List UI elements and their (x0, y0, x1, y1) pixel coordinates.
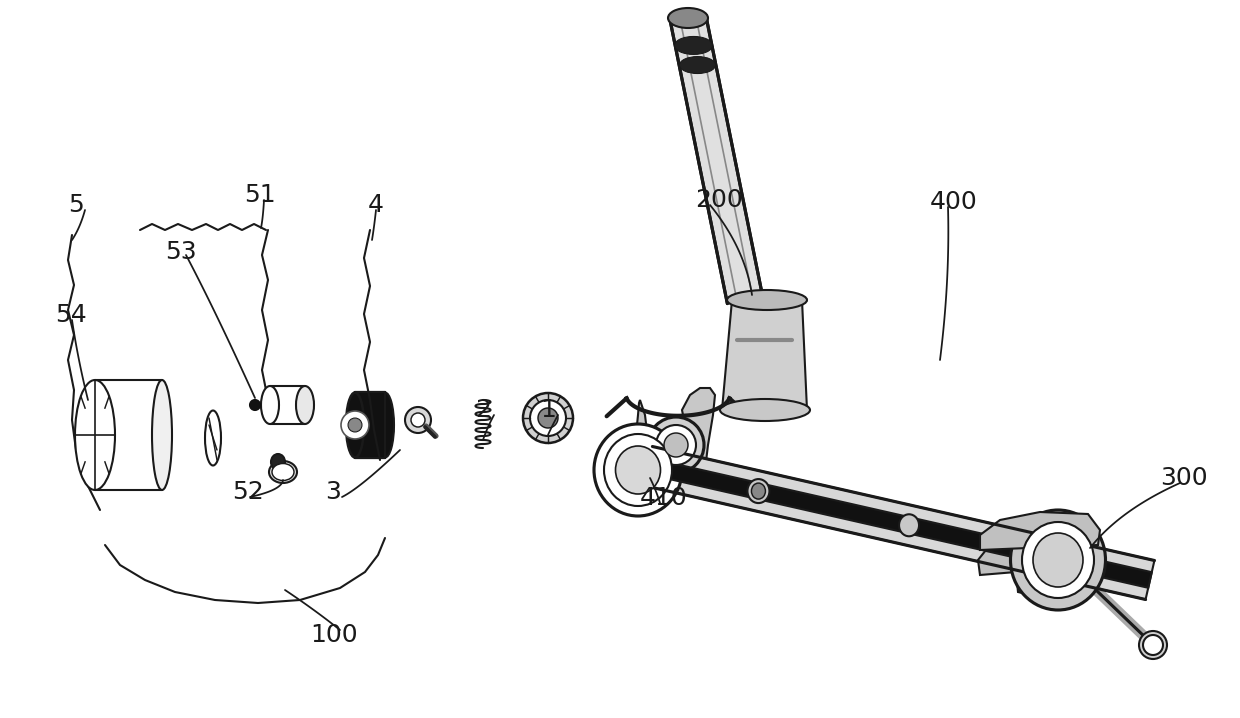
Polygon shape (644, 447, 1154, 600)
Ellipse shape (1022, 522, 1094, 598)
Text: 3: 3 (325, 480, 341, 504)
Ellipse shape (604, 434, 672, 506)
Circle shape (341, 411, 370, 439)
Text: 200: 200 (694, 188, 743, 212)
Text: 2: 2 (475, 398, 491, 422)
Polygon shape (722, 300, 807, 410)
Ellipse shape (205, 411, 221, 465)
Ellipse shape (899, 514, 919, 536)
Ellipse shape (675, 37, 713, 55)
Text: 400: 400 (930, 190, 978, 214)
Ellipse shape (269, 461, 298, 483)
Polygon shape (671, 14, 763, 304)
Ellipse shape (680, 57, 715, 73)
Text: 52: 52 (232, 480, 264, 504)
Circle shape (538, 408, 558, 428)
Text: 51: 51 (244, 183, 275, 207)
Circle shape (410, 413, 425, 427)
Text: 5: 5 (68, 193, 84, 217)
Ellipse shape (296, 386, 314, 424)
Ellipse shape (376, 393, 394, 457)
Ellipse shape (74, 380, 115, 490)
Polygon shape (978, 528, 1097, 598)
Text: 100: 100 (310, 623, 357, 647)
Ellipse shape (272, 464, 294, 480)
Ellipse shape (748, 479, 770, 503)
Text: 53: 53 (165, 240, 197, 264)
Ellipse shape (751, 483, 765, 499)
Ellipse shape (346, 393, 365, 457)
Circle shape (523, 393, 573, 443)
Circle shape (405, 407, 432, 433)
Ellipse shape (1033, 533, 1083, 587)
Circle shape (348, 418, 362, 432)
Circle shape (1143, 635, 1163, 655)
Circle shape (250, 400, 260, 410)
Ellipse shape (720, 399, 810, 421)
Polygon shape (980, 512, 1100, 550)
Ellipse shape (727, 290, 807, 310)
Circle shape (529, 400, 565, 436)
Ellipse shape (1140, 631, 1167, 659)
Circle shape (663, 433, 688, 457)
Ellipse shape (153, 380, 172, 490)
Polygon shape (646, 458, 1152, 588)
Ellipse shape (272, 454, 285, 470)
Ellipse shape (615, 446, 661, 494)
Text: 1: 1 (539, 398, 556, 422)
Ellipse shape (260, 386, 279, 424)
Text: 410: 410 (640, 486, 688, 510)
Ellipse shape (668, 8, 708, 28)
Polygon shape (636, 388, 715, 492)
Circle shape (656, 425, 696, 465)
Text: 4: 4 (368, 193, 384, 217)
Ellipse shape (594, 424, 682, 516)
Text: 300: 300 (1159, 466, 1208, 490)
Polygon shape (355, 392, 384, 458)
Ellipse shape (1011, 510, 1106, 610)
Circle shape (649, 417, 704, 473)
Text: 54: 54 (55, 303, 87, 327)
